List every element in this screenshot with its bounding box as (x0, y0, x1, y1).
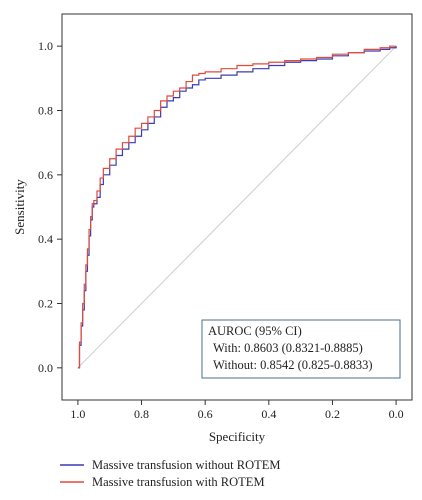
roc-curve-with-rotem (77, 45, 397, 369)
y-tick-label: 0.6 (38, 168, 53, 182)
auroc-annotation-box (201, 319, 401, 379)
y-tick-label: 0.2 (38, 297, 53, 311)
x-tick-label: 1.0 (70, 407, 85, 421)
y-tick-label: 0.8 (38, 104, 53, 118)
x-axis-title: Specificity (209, 429, 266, 444)
y-axis-title: Sensitivity (12, 179, 27, 235)
auroc-annotation-title: AUROC (95% CI) (208, 324, 302, 338)
x-tick-label: 0.0 (389, 407, 404, 421)
auroc-annotation-with: With: 0.8603 (0.8321-0.8885) (213, 341, 363, 355)
x-tick-label: 0.4 (261, 407, 276, 421)
legend-label-without-rotem: Massive transfusion without ROTEM (92, 458, 281, 472)
y-axis-ticks: 0.0 0.2 0.4 0.6 0.8 1.0 (38, 39, 62, 375)
auroc-annotation-without: Without: 0.8542 (0.825-0.8833) (213, 358, 373, 372)
legend-label-with-rotem: Massive transfusion with ROTEM (92, 475, 265, 489)
x-tick-label: 0.8 (134, 407, 149, 421)
series-layer (77, 45, 397, 369)
y-tick-label: 0.0 (38, 361, 53, 375)
y-tick-label: 0.4 (38, 232, 53, 246)
y-tick-label: 1.0 (38, 39, 53, 53)
legend: Massive transfusion without ROTEM Massiv… (60, 458, 281, 489)
x-axis-ticks: 1.0 0.8 0.6 0.4 0.2 0.0 (70, 400, 404, 421)
plot-frame (61, 13, 413, 401)
x-tick-label: 0.6 (198, 407, 213, 421)
x-tick-label: 0.2 (325, 407, 340, 421)
reference-diagonal (77, 45, 397, 369)
